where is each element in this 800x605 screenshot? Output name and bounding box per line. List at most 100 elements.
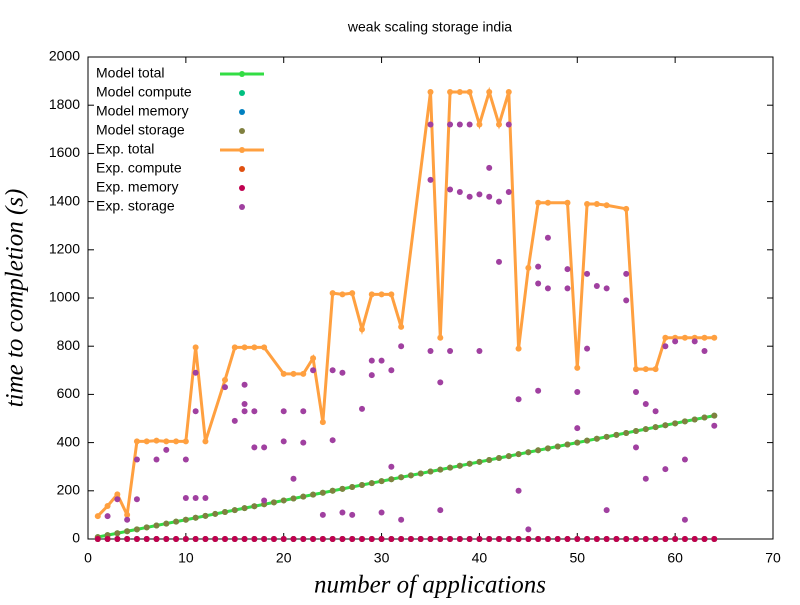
- data-point: [339, 369, 346, 376]
- data-point: [251, 408, 258, 415]
- data-point: [241, 401, 248, 408]
- data-point: [691, 338, 698, 345]
- data-point: [505, 188, 512, 195]
- data-point: [593, 282, 600, 289]
- data-point: [124, 516, 131, 523]
- data-point: [535, 387, 542, 394]
- data-point: [133, 526, 140, 533]
- data-point: [505, 453, 512, 460]
- legend-marker: [239, 147, 245, 153]
- data-point: [437, 379, 444, 386]
- data-point: [114, 491, 121, 498]
- data-point: [300, 536, 307, 542]
- data-point: [182, 516, 189, 523]
- data-point: [662, 422, 669, 429]
- legend-marker: [239, 128, 245, 134]
- data-point: [290, 370, 297, 377]
- data-point: [182, 536, 189, 542]
- data-point: [114, 536, 121, 542]
- data-point: [310, 355, 317, 362]
- data-point: [427, 536, 434, 542]
- data-point: [388, 536, 395, 542]
- legend-label: Model memory: [96, 103, 189, 119]
- data-point: [544, 285, 551, 292]
- series-line: [97, 414, 715, 539]
- data-point: [496, 536, 502, 542]
- data-point: [525, 449, 532, 456]
- data-point: [192, 344, 199, 351]
- data-point: [525, 526, 532, 533]
- data-point: [564, 266, 571, 273]
- data-point: [378, 536, 385, 542]
- data-point: [544, 445, 551, 452]
- data-point: [603, 536, 610, 542]
- data-point: [300, 370, 307, 377]
- data-point: [574, 425, 581, 432]
- data-point: [711, 422, 718, 429]
- x-tick-label: 0: [84, 550, 92, 566]
- data-point: [633, 366, 639, 373]
- data-point: [535, 280, 542, 287]
- data-point: [456, 188, 463, 195]
- data-point: [496, 198, 502, 205]
- data-point: [525, 536, 532, 542]
- data-point: [153, 437, 160, 444]
- data-point: [280, 438, 287, 445]
- data-point: [476, 536, 483, 542]
- data-point: [466, 536, 473, 542]
- data-point: [251, 444, 258, 451]
- data-point: [642, 475, 649, 482]
- data-point: [290, 536, 297, 542]
- x-tick-label: 50: [569, 550, 585, 566]
- data-point: [368, 372, 375, 379]
- data-point: [584, 270, 591, 277]
- chart-title: weak scaling storage india: [347, 19, 512, 35]
- data-point: [319, 511, 326, 518]
- data-point: [124, 536, 131, 542]
- data-point: [153, 522, 160, 529]
- data-point: [270, 499, 277, 506]
- data-point: [701, 536, 708, 542]
- data-point: [456, 462, 463, 469]
- legend-marker: [239, 109, 245, 115]
- data-point: [163, 536, 170, 542]
- data-point: [202, 438, 209, 445]
- data-point: [104, 502, 111, 509]
- data-point: [398, 516, 405, 523]
- data-point: [241, 505, 248, 512]
- data-point: [124, 528, 131, 535]
- data-point: [662, 334, 669, 341]
- data-point: [672, 536, 679, 542]
- data-point: [564, 536, 571, 542]
- data-point: [290, 475, 297, 482]
- data-point: [515, 345, 522, 352]
- data-point: [701, 414, 708, 421]
- data-point: [329, 367, 336, 374]
- data-point: [437, 466, 444, 473]
- x-tick-label: 30: [374, 550, 390, 566]
- x-tick-label: 70: [765, 550, 781, 566]
- data-point: [378, 478, 385, 485]
- data-point: [417, 536, 424, 542]
- data-point: [672, 420, 679, 427]
- y-axis-label: time to completion (s): [2, 189, 29, 408]
- data-point: [231, 344, 238, 351]
- data-point: [447, 464, 454, 471]
- legend-label: Exp. total: [96, 141, 154, 157]
- data-point: [202, 512, 209, 519]
- data-point: [192, 536, 199, 542]
- data-point: [623, 270, 630, 277]
- legend-marker: [239, 166, 245, 172]
- data-point: [349, 511, 356, 518]
- data-point: [388, 291, 395, 298]
- y-tick-label: 1000: [49, 289, 80, 305]
- data-point: [202, 495, 209, 502]
- data-point: [398, 323, 405, 330]
- data-point: [368, 480, 375, 487]
- data-point: [544, 199, 551, 206]
- legend-marker: [239, 204, 245, 210]
- data-point: [300, 408, 307, 415]
- data-point: [652, 536, 659, 542]
- data-point: [584, 201, 591, 208]
